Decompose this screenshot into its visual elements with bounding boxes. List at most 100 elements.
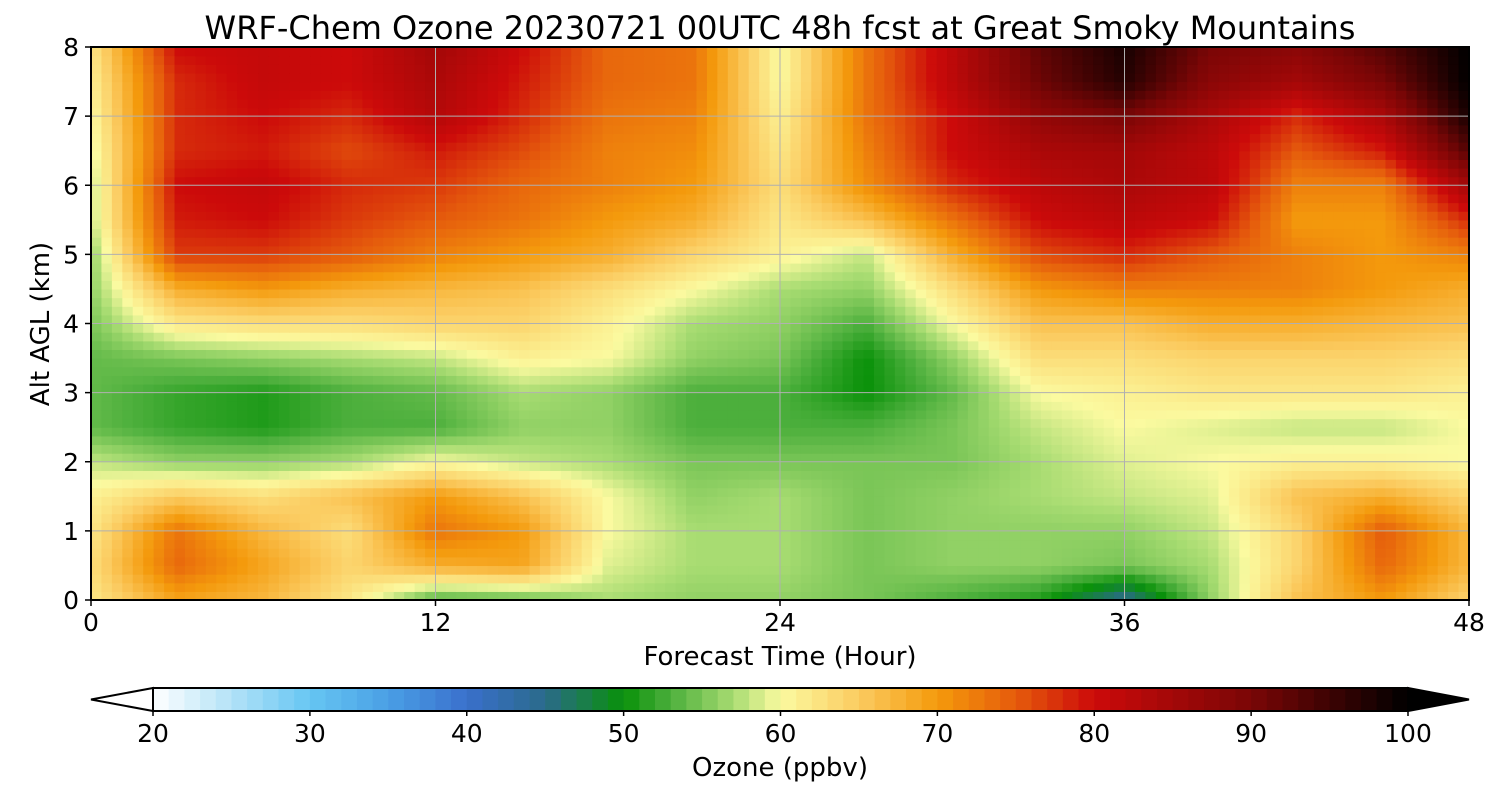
heatmap-cell <box>686 392 698 402</box>
heatmap-cell <box>237 461 249 471</box>
heatmap-cell <box>331 530 343 541</box>
heatmap-cell <box>675 409 687 420</box>
heatmap-cell <box>1437 479 1449 489</box>
heatmap-cell <box>853 340 865 351</box>
heatmap-cell <box>383 556 395 567</box>
heatmap-cell <box>654 435 666 446</box>
heatmap-cell <box>894 582 906 592</box>
heatmap-cell <box>936 539 948 549</box>
heatmap-cell <box>1395 375 1407 385</box>
heatmap-cell <box>926 530 938 541</box>
heatmap-cell <box>654 539 666 549</box>
heatmap-cell <box>1427 539 1439 549</box>
heatmap-cell <box>456 314 468 325</box>
heatmap-cell <box>1354 340 1366 351</box>
heatmap-cell <box>278 539 290 549</box>
heatmap-cell <box>665 280 677 290</box>
heatmap-cell <box>195 427 207 437</box>
heatmap-cell <box>738 513 750 523</box>
heatmap-cell <box>1312 582 1324 592</box>
heatmap-cell <box>1218 297 1230 307</box>
heatmap-cell <box>1312 349 1324 359</box>
heatmap-cell <box>1281 479 1293 489</box>
heatmap-cell <box>842 530 854 541</box>
heatmap-cell <box>988 418 1000 428</box>
heatmap-cell <box>1322 288 1334 299</box>
heatmap-cell <box>1124 504 1136 515</box>
heatmap-cell <box>821 461 833 471</box>
heatmap-cell <box>1270 487 1282 497</box>
heatmap-cell <box>947 323 959 333</box>
heatmap-cell <box>278 401 290 411</box>
heatmap-cell <box>404 271 416 281</box>
heatmap-cell <box>404 392 416 402</box>
heatmap-cell <box>320 306 332 316</box>
heatmap-cell <box>122 358 134 368</box>
heatmap-cell <box>1197 314 1209 325</box>
heatmap-cell <box>811 383 823 394</box>
heatmap-cell <box>592 444 604 454</box>
heatmap-cell <box>675 271 687 281</box>
heatmap-cell <box>1166 574 1178 584</box>
heatmap-cell <box>237 409 249 420</box>
heatmap-cell <box>1375 539 1387 549</box>
heatmap-cell <box>863 591 875 600</box>
heatmap-cell <box>665 565 677 575</box>
heatmap-cell <box>1020 461 1032 471</box>
heatmap-cell <box>205 366 217 376</box>
heatmap-cell <box>383 565 395 575</box>
heatmap-cell <box>1218 288 1230 299</box>
heatmap-cell <box>905 513 917 523</box>
heatmap-cell <box>800 375 812 385</box>
heatmap-cell <box>633 288 645 299</box>
heatmap-cell <box>1364 297 1376 307</box>
heatmap-cell <box>884 288 896 299</box>
heatmap-cell <box>1166 479 1178 489</box>
heatmap-cell <box>351 548 364 558</box>
heatmap-cell <box>550 366 562 376</box>
heatmap-cell <box>487 556 499 567</box>
heatmap-cell <box>237 504 249 515</box>
heatmap-cell <box>1124 314 1136 325</box>
heatmap-cell <box>1322 375 1334 385</box>
heatmap-cell <box>404 383 416 394</box>
heatmap-cell <box>832 530 844 541</box>
heatmap-cell <box>1458 280 1469 290</box>
heatmap-cell <box>1228 306 1240 316</box>
heatmap-cell <box>1270 418 1282 428</box>
heatmap-cell <box>508 366 520 376</box>
heatmap-cell <box>372 375 384 385</box>
heatmap-cell <box>738 556 750 567</box>
heatmap-cell <box>1312 556 1324 567</box>
heatmap-cell <box>122 479 134 489</box>
heatmap-cell <box>247 392 259 402</box>
heatmap-cell <box>508 306 520 316</box>
heatmap-cell <box>1343 496 1355 506</box>
heatmap-cell <box>310 401 322 411</box>
heatmap-cell <box>696 297 708 307</box>
heatmap-cell <box>456 392 468 402</box>
heatmap-cell <box>1082 340 1094 351</box>
heatmap-cell <box>550 530 562 541</box>
heatmap-cell <box>341 539 353 549</box>
heatmap-cell <box>195 453 207 463</box>
heatmap-cell <box>811 288 823 299</box>
heatmap-cell <box>258 383 270 394</box>
heatmap-cell <box>164 487 176 497</box>
heatmap-cell <box>947 548 959 558</box>
heatmap-cell <box>863 418 875 428</box>
heatmap-cell <box>665 574 677 584</box>
heatmap-cell <box>101 418 113 428</box>
heatmap-cell <box>226 435 238 446</box>
heatmap-cell <box>174 323 186 333</box>
heatmap-cell <box>769 487 781 497</box>
heatmap-cell <box>1061 522 1073 532</box>
heatmap-cell <box>268 280 280 290</box>
heatmap-cell <box>111 409 123 420</box>
heatmap-cell <box>498 306 510 316</box>
heatmap-cell <box>644 504 656 515</box>
heatmap-cell <box>1197 461 1209 471</box>
heatmap-cell <box>957 314 969 325</box>
heatmap-cell <box>1187 314 1199 325</box>
heatmap-cell <box>978 556 990 567</box>
